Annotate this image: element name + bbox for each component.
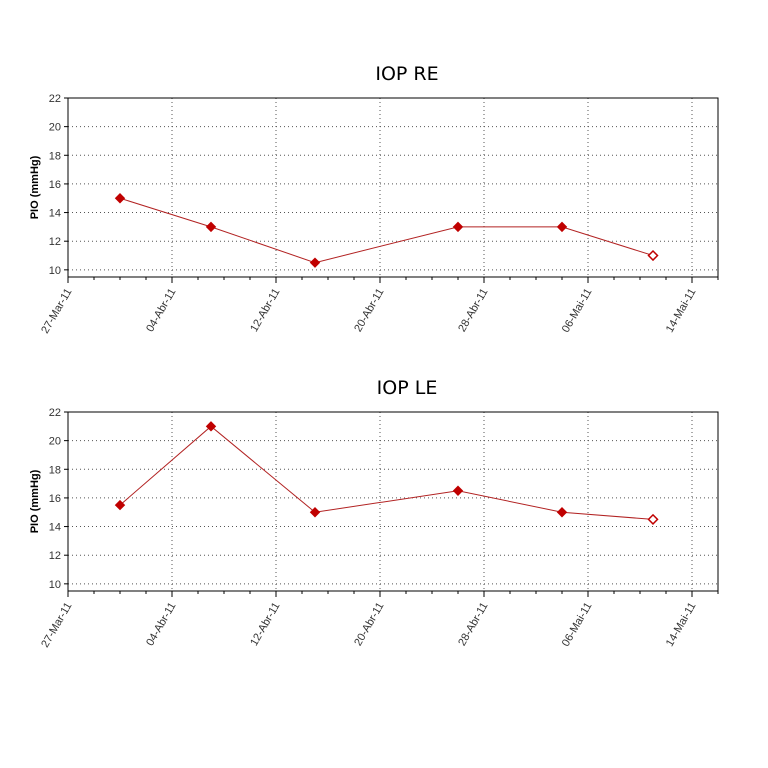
data-point — [452, 485, 464, 496]
y-tick-label: 14 — [49, 208, 61, 220]
plot-frame — [67, 97, 719, 278]
y-tick-label: 16 — [49, 179, 61, 191]
data-point-open — [647, 513, 659, 525]
y-axis-label: PIO (mmHg) — [29, 155, 41, 219]
x-tick-label: 27-Mar-11 — [39, 601, 74, 650]
x-tick-label: 28-Abr-11 — [456, 601, 490, 649]
chart-title: IOP RE — [375, 63, 438, 85]
y-tick-label: 12 — [49, 236, 61, 248]
x-tick-label: 12-Abr-11 — [248, 287, 282, 335]
y-tick-label: 14 — [49, 522, 61, 534]
data-point — [452, 221, 464, 233]
series-line — [119, 425, 654, 520]
data-point — [205, 221, 217, 233]
y-tick-label: 18 — [49, 150, 61, 162]
x-tick-label: 12-Abr-11 — [248, 601, 282, 649]
y-tick-label: 20 — [49, 122, 61, 134]
x-tick-label: 14-Mai-11 — [664, 601, 699, 649]
data-point — [205, 421, 217, 432]
x-tick-label: 14-Mai-11 — [664, 287, 699, 335]
x-tick-label: 20-Abr-11 — [352, 287, 386, 335]
data-point — [114, 499, 126, 511]
x-tick-label: 20-Abr-11 — [352, 601, 386, 649]
chart-1: IOP RE 10 12 14 16 18 20 22 27-Mar-11 04-Abr-11 12… — [29, 63, 719, 336]
data-point — [309, 507, 321, 518]
chart-2: IOP LE 10 12 14 16 18 20 22 27-Mar-11 04-Abr-11 12… — [29, 377, 719, 650]
y-axis-label: PIO (mmHg) — [29, 469, 41, 533]
x-tick-label: 06-Mai-11 — [560, 601, 595, 649]
x-tick-label: 04-Abr-11 — [144, 287, 178, 335]
y-tick-label: 16 — [49, 493, 61, 505]
y-tick-label: 10 — [49, 265, 61, 277]
y-tick-label: 22 — [49, 93, 61, 105]
x-tick-label: 06-Mai-11 — [560, 287, 595, 335]
data-point — [114, 193, 126, 204]
y-tick-label: 22 — [49, 407, 61, 419]
y-tick-label: 10 — [49, 579, 61, 591]
data-point — [556, 507, 568, 518]
y-tick-label: 20 — [49, 436, 61, 448]
data-point — [556, 221, 568, 233]
x-tick-label: 27-Mar-11 — [39, 287, 74, 336]
series-line — [119, 197, 654, 264]
y-tick-label: 18 — [49, 464, 61, 476]
chart-title: IOP LE — [377, 377, 438, 399]
plot-frame — [67, 411, 719, 592]
data-point — [309, 257, 321, 268]
x-tick-label: 28-Abr-11 — [456, 287, 490, 335]
y-tick-label: 12 — [49, 550, 61, 562]
data-point-open — [647, 249, 659, 262]
x-tick-label: 04-Abr-11 — [144, 601, 178, 649]
